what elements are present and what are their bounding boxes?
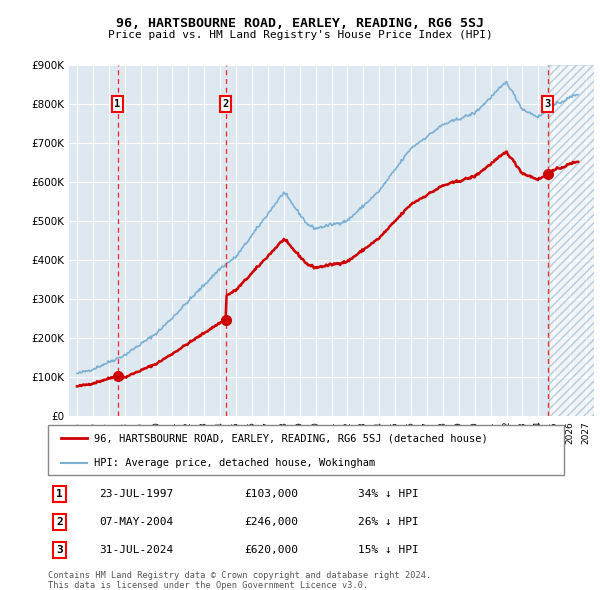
Text: £103,000: £103,000	[244, 489, 298, 499]
Text: 15% ↓ HPI: 15% ↓ HPI	[358, 545, 418, 555]
Text: 96, HARTSBOURNE ROAD, EARLEY, READING, RG6 5SJ (detached house): 96, HARTSBOURNE ROAD, EARLEY, READING, R…	[94, 433, 488, 443]
Text: 23-JUL-1997: 23-JUL-1997	[100, 489, 174, 499]
Text: This data is licensed under the Open Government Licence v3.0.: This data is licensed under the Open Gov…	[48, 581, 368, 589]
Text: £620,000: £620,000	[244, 545, 298, 555]
Text: Contains HM Land Registry data © Crown copyright and database right 2024.: Contains HM Land Registry data © Crown c…	[48, 571, 431, 579]
Text: HPI: Average price, detached house, Wokingham: HPI: Average price, detached house, Woki…	[94, 458, 376, 468]
Text: 1: 1	[115, 99, 121, 109]
Text: 07-MAY-2004: 07-MAY-2004	[100, 517, 174, 527]
Text: Price paid vs. HM Land Registry's House Price Index (HPI): Price paid vs. HM Land Registry's House …	[107, 30, 493, 40]
Text: £246,000: £246,000	[244, 517, 298, 527]
Text: 2: 2	[223, 99, 229, 109]
Text: 26% ↓ HPI: 26% ↓ HPI	[358, 517, 418, 527]
Text: 31-JUL-2024: 31-JUL-2024	[100, 545, 174, 555]
Text: 3: 3	[56, 545, 63, 555]
Text: 2: 2	[56, 517, 63, 527]
Text: 1: 1	[56, 489, 63, 499]
FancyBboxPatch shape	[48, 425, 564, 475]
Text: 96, HARTSBOURNE ROAD, EARLEY, READING, RG6 5SJ: 96, HARTSBOURNE ROAD, EARLEY, READING, R…	[116, 17, 484, 30]
Text: 34% ↓ HPI: 34% ↓ HPI	[358, 489, 418, 499]
Text: 3: 3	[544, 99, 551, 109]
